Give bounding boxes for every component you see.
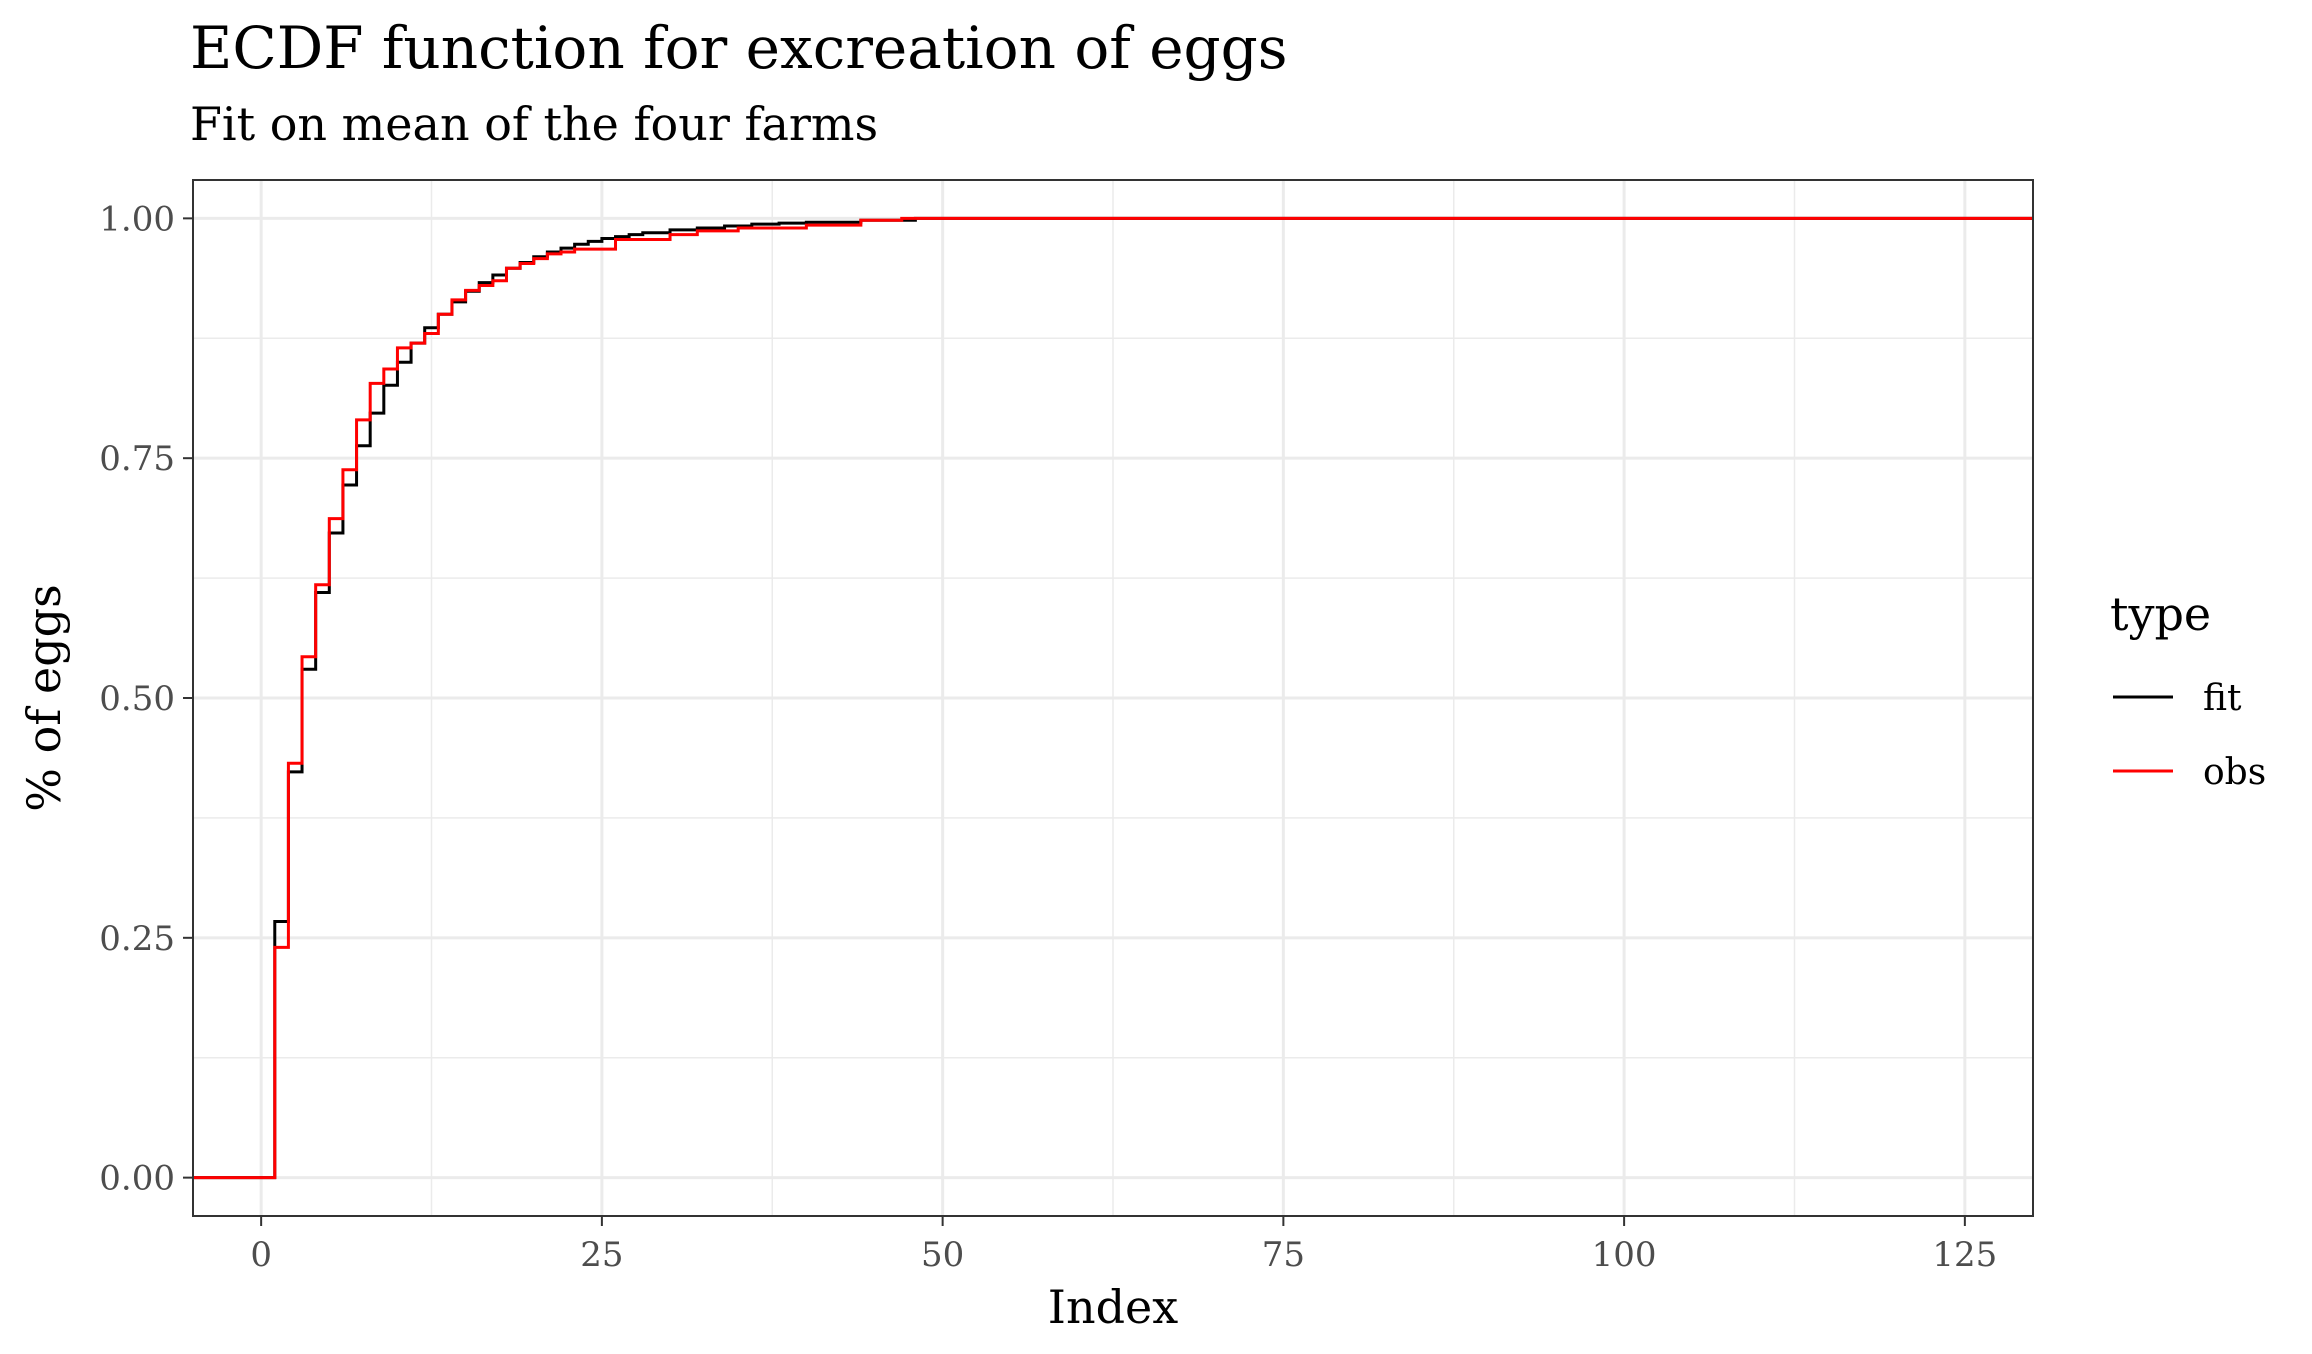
legend-label-fit: fit <box>2203 678 2242 719</box>
y-axis: 0.00 0.25 0.50 0.75 1.00 <box>99 199 193 1199</box>
legend: type fit obs <box>2110 587 2266 793</box>
x-axis-title: Index <box>1048 1280 1178 1334</box>
y-tick-label: 0.00 <box>99 1159 175 1199</box>
x-tick-label: 25 <box>580 1235 623 1275</box>
major-gridlines <box>193 180 2033 1216</box>
y-tick-label: 0.75 <box>99 439 175 479</box>
series-layer <box>193 216 2033 1180</box>
x-axis: 0 25 50 75 100 125 <box>250 1216 1997 1275</box>
y-tick-label: 0.50 <box>99 679 175 719</box>
x-tick-label: 0 <box>250 1235 272 1275</box>
x-tick-label: 75 <box>1262 1235 1305 1275</box>
chart-subtitle: Fit on mean of the four farms <box>190 97 878 151</box>
y-axis-title: % of eggs <box>17 584 71 811</box>
x-tick-label: 100 <box>1592 1235 1657 1275</box>
legend-label-obs: obs <box>2203 752 2266 793</box>
y-tick-label: 0.25 <box>99 919 175 959</box>
y-tick-label: 1.00 <box>99 199 175 239</box>
series-line-obs <box>193 216 2033 1180</box>
legend-title: type <box>2110 587 2211 641</box>
x-tick-label: 125 <box>1932 1235 1997 1275</box>
chart-title: ECDF function for excreation of eggs <box>190 14 1288 82</box>
x-tick-label: 50 <box>921 1235 964 1275</box>
